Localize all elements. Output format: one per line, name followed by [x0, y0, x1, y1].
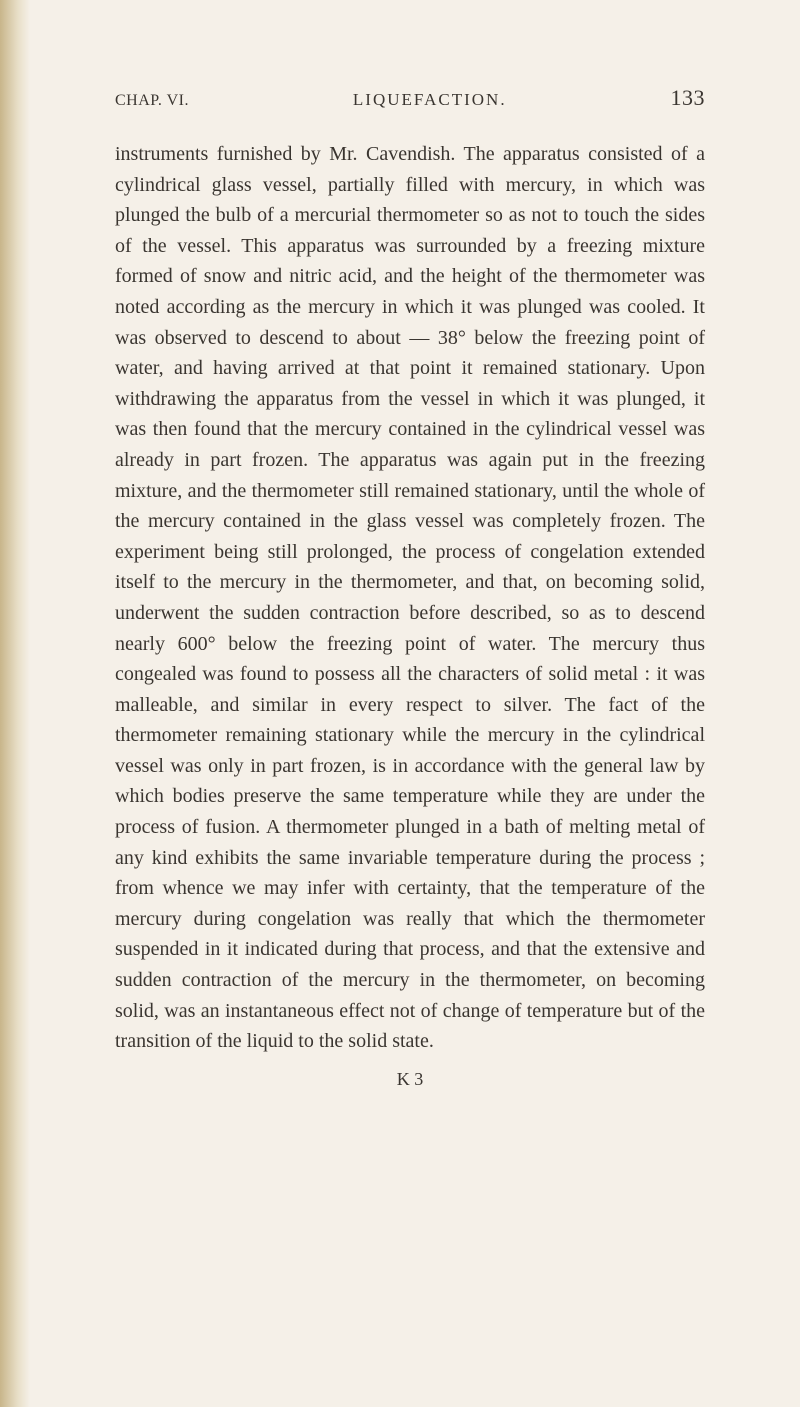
page-left-margin-shadow — [0, 0, 30, 1407]
page-container: CHAP. VI. LIQUEFACTION. 133 instruments … — [0, 0, 800, 1150]
section-title: LIQUEFACTION. — [353, 90, 507, 110]
page-header: CHAP. VI. LIQUEFACTION. 133 — [115, 85, 705, 111]
page-footer-signature: K 3 — [115, 1069, 705, 1090]
chapter-label: CHAP. VI. — [115, 92, 189, 110]
body-paragraph: instruments furnished by Mr. Cavendish. … — [115, 139, 705, 1057]
page-number: 133 — [671, 85, 706, 111]
